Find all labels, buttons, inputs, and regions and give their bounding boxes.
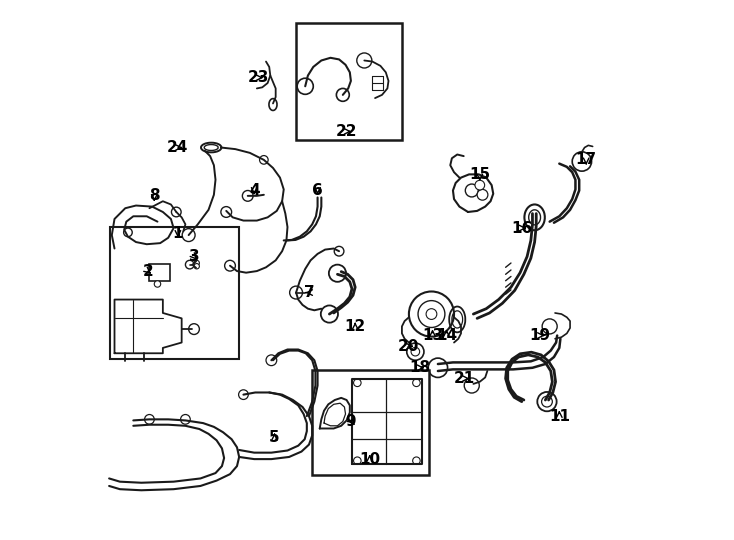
Circle shape [411, 347, 420, 356]
Circle shape [475, 180, 484, 190]
Circle shape [239, 390, 248, 400]
Circle shape [537, 392, 556, 411]
Circle shape [290, 286, 302, 299]
Text: 1: 1 [172, 226, 184, 241]
Circle shape [225, 260, 236, 271]
Circle shape [242, 191, 253, 201]
Circle shape [573, 152, 592, 171]
Text: 8: 8 [149, 188, 159, 204]
Text: 4: 4 [249, 183, 260, 198]
Text: 15: 15 [469, 167, 490, 182]
Text: 12: 12 [344, 319, 366, 334]
Circle shape [407, 343, 424, 360]
Circle shape [334, 246, 344, 256]
Circle shape [123, 228, 132, 237]
Circle shape [357, 53, 372, 68]
Circle shape [329, 265, 346, 282]
Circle shape [409, 292, 454, 336]
Text: 13: 13 [422, 328, 443, 343]
Circle shape [354, 379, 361, 387]
Bar [150, 264, 170, 281]
Circle shape [321, 306, 338, 322]
Circle shape [194, 260, 200, 266]
Circle shape [542, 319, 557, 334]
Text: 10: 10 [359, 451, 380, 467]
Bar [296, 23, 402, 140]
Circle shape [418, 301, 445, 327]
Bar [312, 370, 429, 475]
Text: 17: 17 [575, 152, 597, 167]
Text: 16: 16 [511, 221, 532, 235]
Circle shape [221, 207, 232, 218]
Text: 14: 14 [436, 328, 457, 343]
Circle shape [336, 89, 349, 102]
Text: 5: 5 [269, 430, 280, 445]
Circle shape [172, 207, 181, 217]
Circle shape [464, 378, 479, 393]
Circle shape [154, 281, 161, 287]
Circle shape [413, 457, 420, 464]
Circle shape [477, 190, 488, 200]
Text: 22: 22 [336, 124, 357, 139]
Circle shape [542, 396, 553, 407]
Text: 9: 9 [346, 414, 356, 429]
Text: 3: 3 [189, 249, 200, 264]
Text: 11: 11 [549, 409, 570, 423]
Circle shape [297, 78, 313, 94]
Text: 23: 23 [248, 70, 269, 85]
Text: 7: 7 [304, 285, 314, 300]
Circle shape [413, 379, 420, 387]
Circle shape [426, 309, 437, 320]
Bar [110, 227, 239, 359]
Circle shape [465, 184, 479, 197]
Circle shape [260, 156, 268, 164]
Circle shape [145, 415, 154, 424]
Circle shape [354, 457, 361, 464]
Circle shape [266, 355, 277, 366]
Circle shape [194, 264, 200, 269]
Circle shape [181, 415, 190, 424]
Text: 19: 19 [529, 328, 550, 343]
Text: 24: 24 [167, 140, 189, 155]
Circle shape [186, 260, 194, 269]
Circle shape [182, 228, 195, 241]
Circle shape [189, 323, 200, 334]
Text: 20: 20 [399, 339, 420, 354]
Text: 6: 6 [312, 183, 323, 198]
Text: 18: 18 [409, 360, 430, 375]
Circle shape [428, 358, 448, 377]
Text: 21: 21 [454, 371, 476, 386]
Text: 2: 2 [142, 264, 153, 279]
